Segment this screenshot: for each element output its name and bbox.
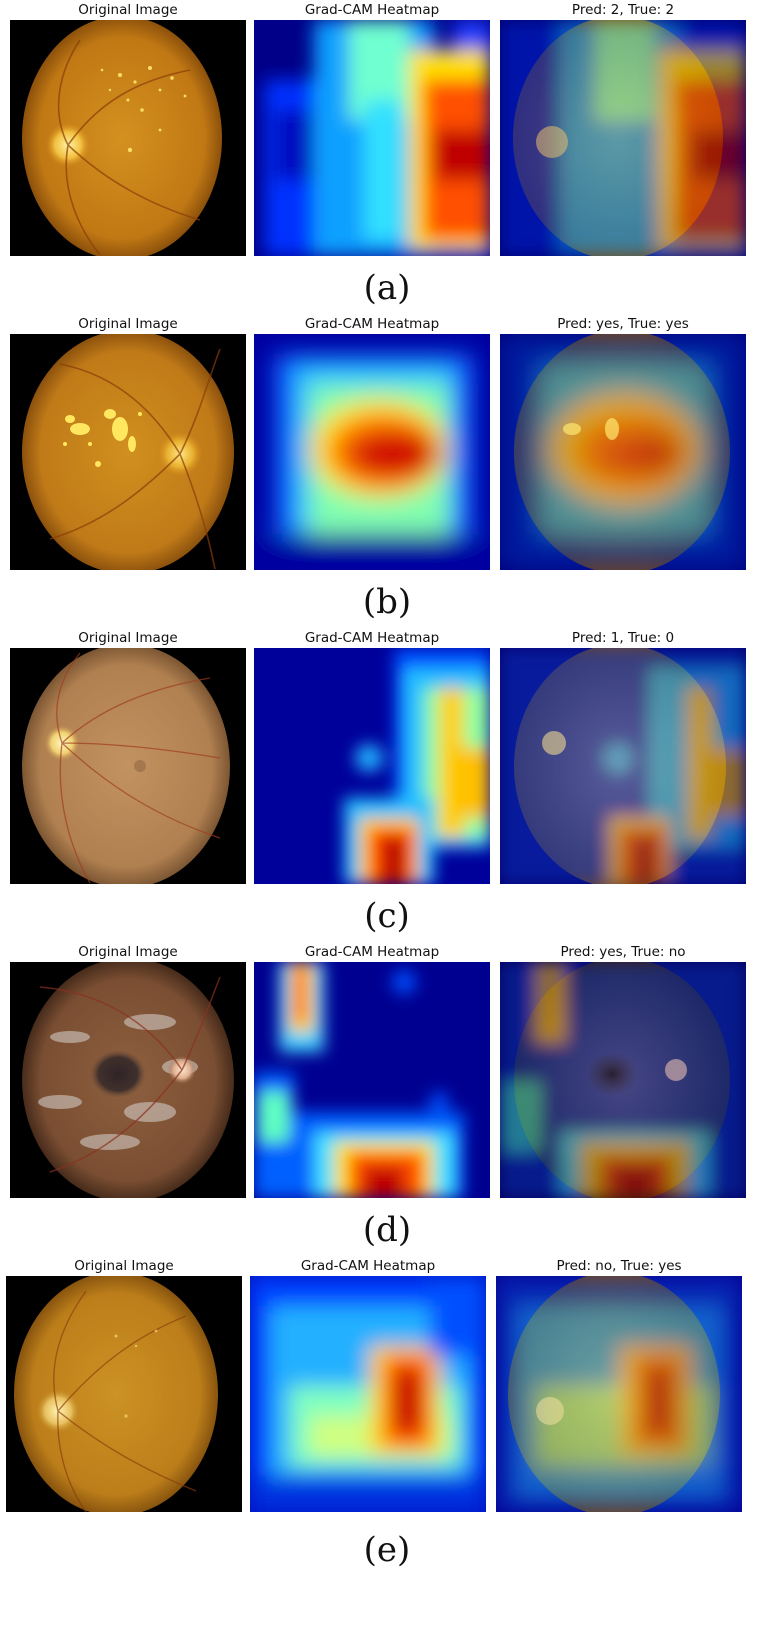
panel-title-original: Original Image <box>74 1258 174 1274</box>
panel-title-prediction: Pred: no, True: yes <box>556 1258 682 1274</box>
panel-title-prediction: Pred: yes, True: yes <box>557 316 689 332</box>
panel-title-original: Original Image <box>78 316 178 332</box>
panel-title-prediction: Pred: 2, True: 2 <box>571 2 675 18</box>
panel-title-prediction: Pred: 1, True: 0 <box>571 630 675 646</box>
original-fundus-image <box>10 334 246 570</box>
subfigure-label: (e) <box>363 1530 411 1570</box>
gradcam-overlay-image <box>500 334 746 570</box>
panel-title-original: Original Image <box>78 944 178 960</box>
gradcam-overlay-image <box>496 1276 742 1512</box>
gradcam-overlay-image <box>500 648 746 884</box>
gradcam-heatmap <box>254 962 490 1198</box>
gradcam-heatmap <box>254 20 490 256</box>
original-fundus-image <box>6 1276 242 1512</box>
subfigure-label: (a) <box>363 268 411 308</box>
gradcam-heatmap <box>254 334 490 570</box>
original-fundus-image <box>10 962 246 1198</box>
gradcam-overlay-image <box>500 20 746 256</box>
panel-title-heatmap: Grad-CAM Heatmap <box>304 2 440 18</box>
subfigure-label: (c) <box>364 896 410 936</box>
subfigure-label: (d) <box>362 1210 412 1250</box>
original-fundus-image <box>10 20 246 256</box>
panel-title-prediction: Pred: yes, True: no <box>560 944 686 960</box>
gradcam-heatmap <box>250 1276 486 1512</box>
gradcam-heatmap <box>254 648 490 884</box>
subfigure-label: (b) <box>362 582 412 622</box>
panel-title-original: Original Image <box>78 2 178 18</box>
gradcam-overlay-image <box>500 962 746 1198</box>
panel-title-heatmap: Grad-CAM Heatmap <box>304 316 440 332</box>
panel-title-original: Original Image <box>78 630 178 646</box>
panel-title-heatmap: Grad-CAM Heatmap <box>304 630 440 646</box>
panel-title-heatmap: Grad-CAM Heatmap <box>300 1258 436 1274</box>
panel-title-heatmap: Grad-CAM Heatmap <box>304 944 440 960</box>
original-fundus-image <box>10 648 246 884</box>
